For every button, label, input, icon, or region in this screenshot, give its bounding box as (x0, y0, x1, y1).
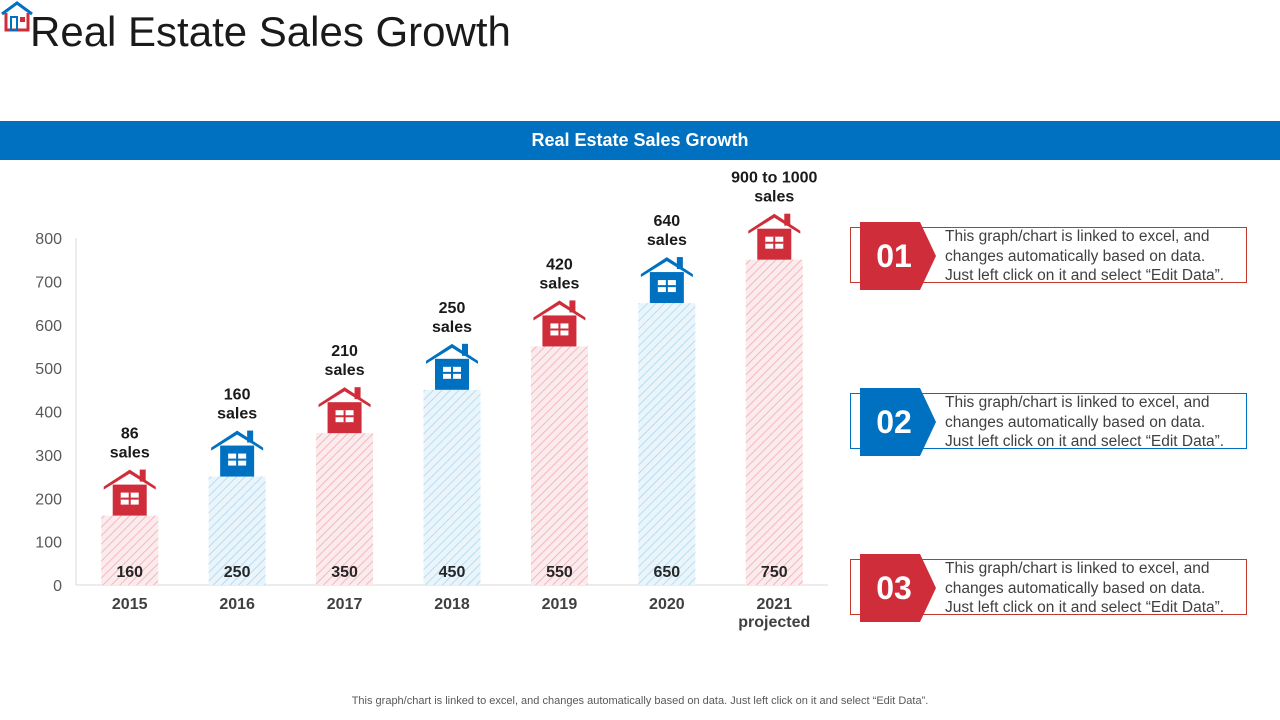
x-tick-label: 2019 (542, 596, 578, 613)
house-icon (103, 469, 156, 516)
note-number: 02 (876, 404, 912, 440)
bar-value-label: 450 (439, 564, 466, 581)
house-roof (640, 257, 693, 278)
house-roof (211, 430, 264, 451)
sales-annotation: sales (110, 445, 150, 462)
house-roof (103, 469, 156, 490)
x-tick-label: 2021 (756, 596, 792, 613)
house-roof (426, 343, 478, 364)
bar (745, 259, 803, 585)
note-card-2: 02 This graph/chart is linked to excel, … (850, 388, 1247, 456)
house-icon (318, 387, 371, 434)
house-chimney (247, 430, 254, 443)
badge-arrow-shape (860, 222, 936, 290)
bar (423, 389, 481, 585)
note-number: 01 (876, 238, 912, 274)
note-line: Just left click on it and select “Edit D… (945, 267, 1225, 284)
note-card-1: 01 This graph/chart is linked to excel, … (850, 222, 1247, 290)
note-line: This graph/chart is linked to excel, and (945, 394, 1210, 411)
house-roof (748, 213, 801, 234)
house-chimney (569, 300, 576, 313)
sales-annotation: sales (647, 232, 687, 249)
house-chimney (462, 343, 468, 356)
note-line: This graph/chart is linked to excel, and (945, 560, 1210, 577)
house-icon (640, 257, 693, 304)
x-tick-label: projected (738, 614, 810, 631)
sales-annotation: 250 (439, 300, 466, 317)
bar-value-label: 550 (546, 564, 573, 581)
sales-annotation: sales (754, 189, 794, 206)
house-chimney (139, 469, 146, 482)
x-tick-label: 2020 (649, 596, 685, 613)
house-roof (533, 300, 586, 321)
badge-arrow-shape (860, 554, 936, 622)
bar (101, 515, 159, 585)
note-line: changes automatically based on data. (945, 413, 1206, 431)
bar (316, 433, 374, 585)
house-icon (211, 430, 264, 477)
x-tick-label: 2017 (327, 596, 363, 613)
house-icon (748, 213, 801, 260)
note-number: 03 (876, 570, 912, 606)
note-card-3: 03 This graph/chart is linked to excel, … (850, 554, 1247, 622)
bar-chart: 0 100 200 300 400 500 600 700 800 160 2015 86 sales… (35, 170, 828, 631)
bar (530, 346, 588, 585)
sales-annotation: 900 to 1000 (731, 170, 817, 187)
y-tick-label: 400 (35, 405, 62, 422)
house-chimney (354, 387, 361, 400)
house-chimney (784, 213, 791, 226)
y-tick-label: 200 (35, 491, 62, 508)
sales-annotation: 210 (331, 343, 358, 360)
note-line: Just left click on it and select “Edit D… (945, 433, 1225, 450)
chart-banner: Real Estate Sales Growth (0, 121, 1280, 160)
sales-annotation: sales (325, 362, 365, 379)
y-tick-label: 0 (53, 578, 62, 595)
house-chimney (676, 257, 683, 270)
bar (638, 303, 696, 585)
note-text: This graph/chart is linked to excel, and… (945, 559, 1245, 618)
bar-value-label: 160 (116, 564, 143, 581)
note-text: This graph/chart is linked to excel, and… (945, 227, 1245, 286)
sales-annotation: 160 (224, 387, 251, 404)
house-roof (318, 387, 371, 408)
page-title: Real Estate Sales Growth (30, 8, 511, 55)
sales-annotation: 640 (654, 213, 681, 230)
sales-annotation: 420 (546, 256, 573, 273)
x-tick-label: 2015 (112, 596, 148, 613)
bar-value-label: 750 (761, 564, 788, 581)
house-icon (533, 300, 586, 347)
note-text: This graph/chart is linked to excel, and… (945, 393, 1245, 452)
sales-annotation: sales (217, 406, 257, 423)
y-tick-label: 100 (35, 535, 62, 552)
bar (208, 476, 266, 585)
x-tick-label: 2018 (434, 596, 470, 613)
y-tick-label: 700 (35, 274, 62, 291)
bar-value-label: 250 (224, 564, 251, 581)
bar-value-label: 350 (331, 564, 358, 581)
note-line: changes automatically based on data. (945, 247, 1206, 265)
note-line: This graph/chart is linked to excel, and (945, 228, 1210, 245)
sales-annotation: 86 (121, 426, 139, 443)
y-tick-label: 600 (35, 318, 62, 335)
y-tick-label: 500 (35, 361, 62, 378)
note-line: Just left click on it and select “Edit D… (945, 599, 1225, 616)
y-axis: 0 100 200 300 400 500 600 700 800 (35, 231, 828, 595)
bar-value-label: 650 (654, 564, 681, 581)
sales-annotation: sales (539, 275, 579, 292)
house-icon (426, 343, 478, 390)
house-logo-icon (1, 1, 33, 32)
bars: 160 2015 86 sales 250 2016 160 sales 350 2017 210 s… (101, 170, 818, 631)
footer-note: This graph/chart is linked to excel, and… (351, 695, 929, 707)
y-tick-label: 300 (35, 448, 62, 465)
badge-arrow-shape (860, 388, 936, 456)
x-tick-label: 2016 (219, 596, 255, 613)
note-line: changes automatically based on data. (945, 579, 1206, 597)
y-tick-label: 800 (35, 231, 62, 248)
sales-annotation: sales (432, 319, 472, 336)
